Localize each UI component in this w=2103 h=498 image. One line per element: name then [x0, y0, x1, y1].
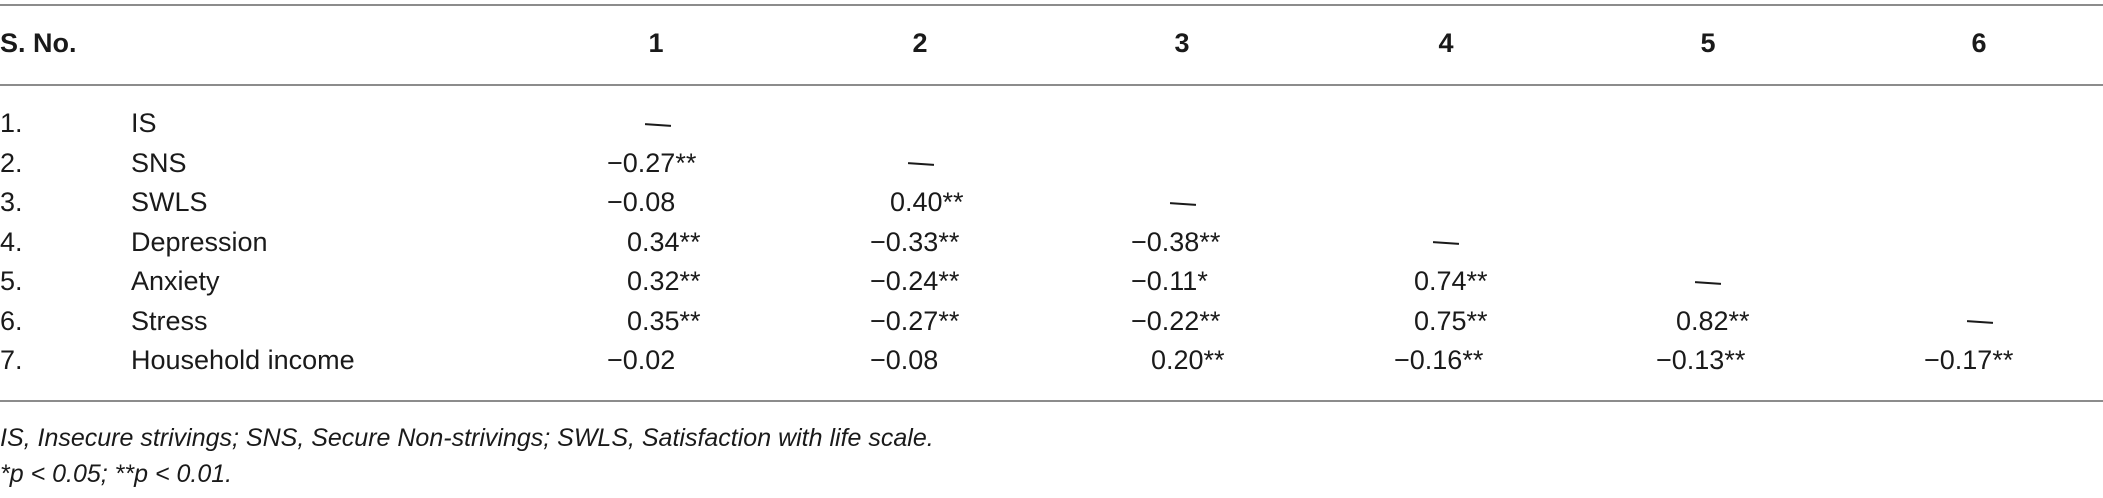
diagonal-dash — [644, 108, 672, 139]
correlation-value: −0.02 — [607, 345, 676, 375]
row-label: SWLS — [131, 187, 208, 217]
row-label: IS — [131, 108, 157, 138]
diagonal-dash — [907, 148, 935, 179]
correlation-value: 0.34** — [627, 226, 701, 257]
header-col-5: 5 — [1700, 28, 1716, 58]
diagonal-dash — [1169, 187, 1197, 218]
correlation-value: −0.08 — [607, 187, 676, 217]
header-col-4: 4 — [1438, 28, 1454, 58]
table-row: 3. SWLS −0.08 0.40** — [0, 187, 2103, 227]
header-col-1: 1 — [648, 28, 664, 58]
correlation-value: −0.33** — [870, 226, 960, 257]
row-label: SNS — [131, 147, 187, 178]
diagonal-dash — [1966, 306, 1994, 337]
bottom-rule — [0, 400, 2103, 402]
footnote-abbreviations: IS, Insecure strivings; SNS, Secure Non-… — [0, 424, 934, 452]
footnote-significance: *p < 0.05; **p < 0.01. — [0, 460, 233, 488]
correlation-value: −0.24** — [870, 266, 960, 296]
correlation-value: 0.35** — [627, 305, 701, 336]
correlation-value: 0.74** — [1414, 266, 1488, 296]
correlation-value: −0.17** — [1924, 345, 2014, 375]
header-col-3: 3 — [1174, 28, 1190, 58]
row-number: 5. — [0, 266, 23, 296]
table-row: 5. Anxiety 0.32** −0.24** −0.11* 0.74** — [0, 266, 2103, 306]
table-row: 6. Stress 0.35** −0.27** −0.22** 0.75** 0.82** — [0, 306, 2103, 346]
correlation-value: −0.38** — [1131, 226, 1221, 257]
correlation-value: −0.11* — [1131, 266, 1208, 296]
row-number: 1. — [0, 108, 23, 138]
correlation-value: 0.75** — [1414, 305, 1488, 336]
correlation-value: 0.20** — [1151, 345, 1225, 375]
row-number: 3. — [0, 187, 23, 217]
diagonal-dash — [1694, 266, 1722, 297]
table-row: 7. Household income −0.02 −0.08 0.20** −0.16*… — [0, 345, 2103, 385]
header-rule — [0, 84, 2103, 86]
correlation-value: 0.82** — [1676, 305, 1750, 336]
row-number: 6. — [0, 305, 23, 336]
row-number: 7. — [0, 345, 23, 375]
correlation-value: −0.27** — [607, 147, 697, 178]
row-label: Depression — [131, 226, 268, 257]
correlation-value: −0.13** — [1656, 345, 1746, 375]
header-col-6: 6 — [1971, 28, 1987, 58]
correlation-value: −0.08 — [870, 345, 939, 375]
correlation-value: 0.32** — [627, 266, 701, 296]
diagonal-dash — [1432, 227, 1460, 258]
header-sno: S. No. — [0, 28, 77, 58]
correlation-value: −0.16** — [1394, 345, 1484, 375]
header-col-2: 2 — [912, 28, 928, 58]
row-label: Stress — [131, 305, 208, 336]
correlation-value: −0.22** — [1131, 305, 1221, 336]
row-label: Household income — [131, 345, 355, 375]
row-number: 2. — [0, 147, 23, 178]
row-label: Anxiety — [131, 266, 220, 296]
table-row: 4. Depression 0.34** −0.33** −0.38** — [0, 227, 2103, 267]
correlation-value: 0.40** — [890, 187, 964, 217]
table-row: 1. IS — [0, 108, 2103, 148]
table-row: 2. SNS −0.27** — [0, 148, 2103, 188]
top-rule — [0, 4, 2103, 6]
row-number: 4. — [0, 226, 23, 257]
correlation-value: −0.27** — [870, 305, 960, 336]
